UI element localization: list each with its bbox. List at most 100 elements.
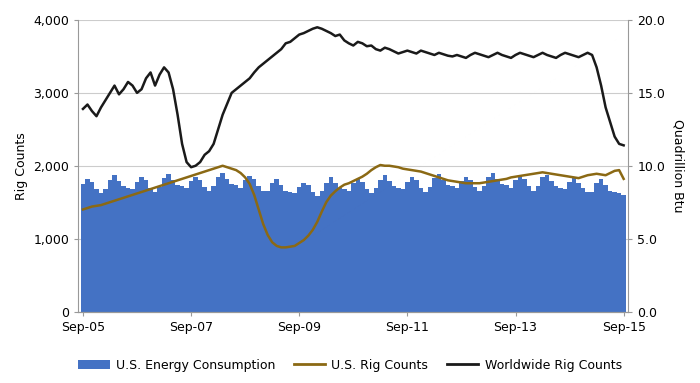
Bar: [365, 189, 369, 311]
Bar: [319, 191, 324, 311]
Bar: [405, 182, 409, 311]
Bar: [590, 192, 594, 311]
Bar: [581, 188, 585, 311]
Bar: [315, 196, 319, 311]
Bar: [428, 187, 432, 311]
Bar: [585, 192, 590, 311]
Bar: [274, 179, 279, 311]
Bar: [167, 174, 171, 311]
Bar: [121, 186, 126, 311]
Bar: [559, 188, 563, 311]
Bar: [536, 186, 540, 311]
Bar: [563, 189, 567, 311]
Bar: [414, 180, 419, 311]
Bar: [531, 190, 536, 311]
Bar: [617, 193, 622, 311]
Bar: [396, 188, 400, 311]
Bar: [108, 180, 112, 311]
Bar: [477, 191, 482, 311]
Bar: [391, 186, 396, 311]
Bar: [311, 192, 315, 311]
Bar: [216, 177, 220, 311]
Bar: [455, 188, 459, 311]
Bar: [495, 179, 500, 311]
Bar: [612, 192, 617, 311]
Bar: [175, 185, 180, 311]
Bar: [463, 177, 468, 311]
Bar: [387, 181, 391, 311]
Bar: [144, 180, 148, 311]
Bar: [572, 177, 576, 311]
Bar: [337, 188, 342, 311]
Bar: [603, 185, 608, 311]
Bar: [202, 187, 207, 311]
Bar: [342, 189, 346, 311]
Bar: [243, 180, 247, 311]
Y-axis label: Rig Counts: Rig Counts: [15, 132, 28, 200]
Bar: [554, 186, 559, 311]
Bar: [239, 188, 243, 311]
Bar: [171, 180, 175, 311]
Bar: [594, 183, 599, 311]
Bar: [270, 183, 274, 311]
Bar: [252, 179, 256, 311]
Bar: [550, 181, 554, 311]
Bar: [527, 186, 531, 311]
Bar: [265, 190, 270, 311]
Bar: [482, 186, 486, 311]
Bar: [419, 188, 423, 311]
Bar: [518, 176, 522, 311]
Bar: [302, 183, 306, 311]
Bar: [297, 187, 302, 311]
Bar: [369, 193, 374, 311]
Bar: [293, 193, 297, 311]
Bar: [504, 185, 509, 311]
Y-axis label: Quadrillion Btu: Quadrillion Btu: [672, 119, 685, 213]
Bar: [333, 183, 337, 311]
Bar: [513, 180, 518, 311]
Bar: [351, 183, 356, 311]
Bar: [540, 177, 545, 311]
Bar: [261, 190, 265, 311]
Bar: [468, 180, 472, 311]
Bar: [148, 188, 153, 311]
Bar: [459, 181, 463, 311]
Bar: [432, 178, 437, 311]
Bar: [85, 179, 90, 311]
Bar: [211, 186, 216, 311]
Bar: [284, 190, 288, 311]
Bar: [360, 182, 365, 311]
Bar: [225, 179, 230, 311]
Bar: [328, 177, 333, 311]
Bar: [383, 175, 387, 311]
Bar: [346, 190, 351, 311]
Bar: [356, 179, 360, 311]
Bar: [622, 195, 626, 311]
Bar: [180, 186, 184, 311]
Bar: [486, 177, 491, 311]
Bar: [410, 177, 414, 311]
Bar: [378, 180, 383, 311]
Bar: [247, 176, 252, 311]
Bar: [130, 189, 135, 311]
Bar: [189, 181, 193, 311]
Bar: [599, 179, 603, 311]
Bar: [400, 189, 405, 311]
Bar: [522, 179, 527, 311]
Bar: [153, 192, 158, 311]
Bar: [446, 185, 450, 311]
Bar: [288, 192, 293, 311]
Bar: [500, 184, 504, 311]
Bar: [567, 182, 572, 311]
Bar: [90, 182, 95, 311]
Bar: [423, 192, 428, 311]
Bar: [491, 173, 495, 311]
Bar: [437, 174, 441, 311]
Bar: [324, 183, 328, 311]
Bar: [608, 190, 612, 311]
Bar: [234, 185, 239, 311]
Bar: [94, 189, 99, 311]
Bar: [99, 193, 103, 311]
Bar: [103, 189, 108, 311]
Bar: [576, 183, 581, 311]
